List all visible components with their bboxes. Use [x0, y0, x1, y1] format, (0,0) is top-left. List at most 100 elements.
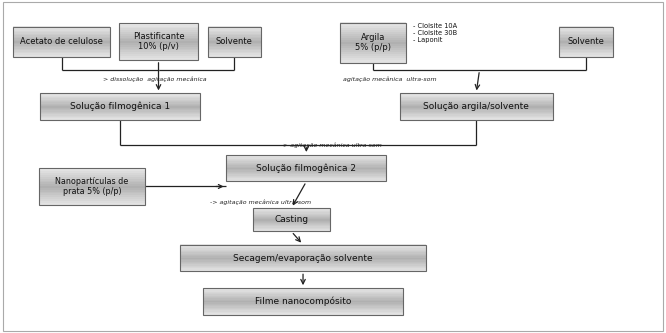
Bar: [119, 49, 198, 51]
Bar: [180, 258, 426, 259]
Text: - Cloisite 10A
- Cloisite 30B
- Laponit: - Cloisite 10A - Cloisite 30B - Laponit: [413, 23, 457, 43]
Bar: [180, 270, 426, 271]
Bar: [226, 170, 386, 172]
Bar: [226, 172, 386, 173]
Bar: [39, 177, 145, 179]
Bar: [13, 29, 110, 31]
Bar: [180, 246, 426, 247]
Bar: [39, 202, 145, 205]
Bar: [39, 201, 145, 203]
Bar: [203, 289, 403, 291]
Bar: [39, 199, 145, 201]
Bar: [559, 50, 613, 52]
Bar: [340, 54, 406, 57]
Bar: [13, 44, 110, 46]
Bar: [203, 298, 403, 300]
Bar: [226, 166, 386, 168]
Bar: [226, 180, 386, 181]
Bar: [180, 254, 426, 255]
Bar: [340, 48, 406, 51]
Bar: [400, 106, 553, 108]
Bar: [208, 26, 261, 28]
Bar: [40, 116, 200, 117]
Bar: [340, 34, 406, 37]
Bar: [40, 101, 200, 103]
Bar: [119, 27, 198, 29]
Bar: [559, 52, 613, 54]
Bar: [340, 28, 406, 31]
Bar: [13, 41, 110, 43]
Bar: [203, 309, 403, 311]
Bar: [400, 98, 553, 100]
Bar: [13, 34, 110, 36]
Bar: [180, 267, 426, 269]
Bar: [40, 98, 200, 100]
Bar: [119, 29, 198, 31]
Text: Solvente: Solvente: [216, 37, 253, 46]
Bar: [559, 37, 613, 39]
Bar: [253, 217, 330, 219]
Bar: [39, 188, 145, 190]
Bar: [203, 288, 403, 289]
Bar: [119, 56, 198, 58]
Bar: [559, 34, 613, 36]
Bar: [400, 102, 553, 104]
Bar: [203, 305, 403, 307]
Bar: [559, 53, 613, 55]
Bar: [400, 109, 553, 111]
Text: Solução filmogênica 1: Solução filmogênica 1: [70, 102, 170, 111]
Bar: [180, 268, 426, 270]
Bar: [180, 252, 426, 254]
Bar: [13, 38, 110, 40]
Bar: [40, 105, 200, 107]
Bar: [559, 44, 613, 46]
Bar: [39, 170, 145, 172]
Bar: [180, 248, 426, 250]
Bar: [203, 310, 403, 312]
Bar: [400, 94, 553, 96]
Bar: [119, 43, 198, 45]
Bar: [340, 22, 406, 25]
Text: agitação mecânica  ultra-som: agitação mecânica ultra-som: [343, 77, 437, 82]
Bar: [400, 108, 553, 109]
Bar: [119, 47, 198, 49]
Bar: [253, 218, 330, 220]
Bar: [253, 208, 330, 209]
Bar: [253, 226, 330, 228]
Bar: [13, 26, 110, 28]
Bar: [208, 52, 261, 54]
Bar: [40, 94, 200, 96]
Bar: [203, 300, 403, 301]
Bar: [180, 263, 426, 265]
Bar: [13, 49, 110, 51]
Bar: [39, 180, 145, 183]
Text: Nanopartículas de
prata 5% (p/p): Nanopartículas de prata 5% (p/p): [55, 177, 129, 196]
Bar: [180, 266, 426, 267]
Bar: [208, 53, 261, 55]
Text: -> agitação mecânica ultra-som: -> agitação mecânica ultra-som: [210, 199, 311, 205]
Text: Solvente: Solvente: [567, 37, 605, 46]
Bar: [340, 52, 406, 55]
Bar: [559, 31, 613, 33]
Bar: [40, 106, 200, 108]
Bar: [226, 163, 386, 164]
Text: Casting: Casting: [274, 215, 308, 224]
Bar: [559, 35, 613, 37]
Bar: [400, 93, 553, 120]
Bar: [253, 225, 330, 227]
Bar: [400, 101, 553, 103]
Bar: [39, 192, 145, 194]
Bar: [13, 35, 110, 37]
Bar: [400, 118, 553, 120]
Bar: [400, 114, 553, 116]
Bar: [119, 23, 198, 25]
Bar: [340, 58, 406, 61]
Bar: [203, 302, 403, 304]
Bar: [208, 40, 261, 42]
Bar: [40, 110, 200, 112]
Bar: [226, 165, 386, 167]
Bar: [180, 245, 426, 271]
Bar: [13, 47, 110, 49]
Bar: [39, 179, 145, 181]
Bar: [13, 52, 110, 54]
